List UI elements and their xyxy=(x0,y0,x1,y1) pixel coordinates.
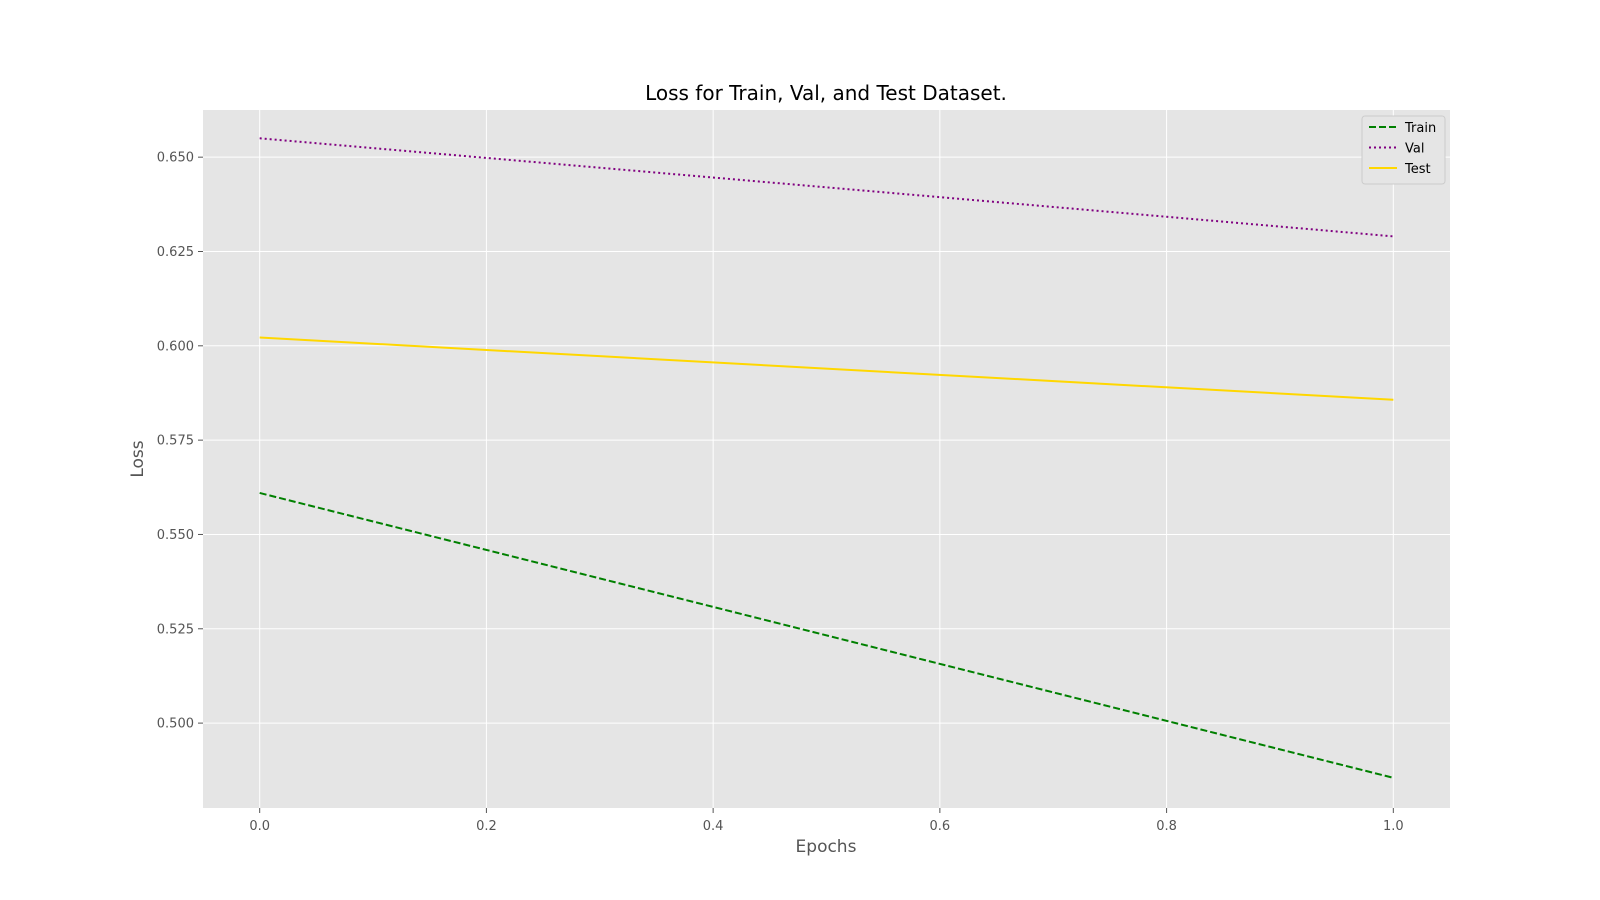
x-tick-label: 0.8 xyxy=(1156,819,1177,834)
y-tick-label: 0.650 xyxy=(157,151,194,166)
y-tick-label: 0.575 xyxy=(157,434,194,449)
y-tick-label: 0.500 xyxy=(157,717,194,732)
legend-label: Train xyxy=(1404,121,1436,136)
series-line-test xyxy=(259,336,1394,401)
y-tick-label: 0.625 xyxy=(157,245,194,260)
x-tick-label: 0.2 xyxy=(476,819,497,834)
legend-label: Val xyxy=(1405,142,1424,157)
y-tick-label: 0.525 xyxy=(157,622,194,637)
y-tick-label: 0.550 xyxy=(157,528,194,543)
x-axis-ticks: 0.0 0.2 0.4 0.6 0.8 1.0 xyxy=(249,808,1404,834)
x-tick-label: 1.0 xyxy=(1383,819,1404,834)
plot-background xyxy=(203,110,1450,808)
x-tick-label: 0.0 xyxy=(249,819,270,834)
legend-label: Test xyxy=(1404,162,1431,177)
y-axis-label: Loss xyxy=(128,440,148,477)
chart-title: Loss for Train, Val, and Test Dataset. xyxy=(645,81,1007,105)
series-lines xyxy=(259,137,1394,779)
y-tick-label: 0.600 xyxy=(157,339,194,354)
x-axis-label: Epochs xyxy=(796,837,857,857)
x-tick-label: 0.4 xyxy=(703,819,724,834)
y-axis-ticks: 0.500 0.525 0.550 0.575 0.600 0.625 0.650 xyxy=(157,151,203,732)
series-line-train xyxy=(259,491,1394,779)
legend: Train Val Test xyxy=(1361,115,1446,185)
x-tick-label: 0.6 xyxy=(930,819,951,834)
